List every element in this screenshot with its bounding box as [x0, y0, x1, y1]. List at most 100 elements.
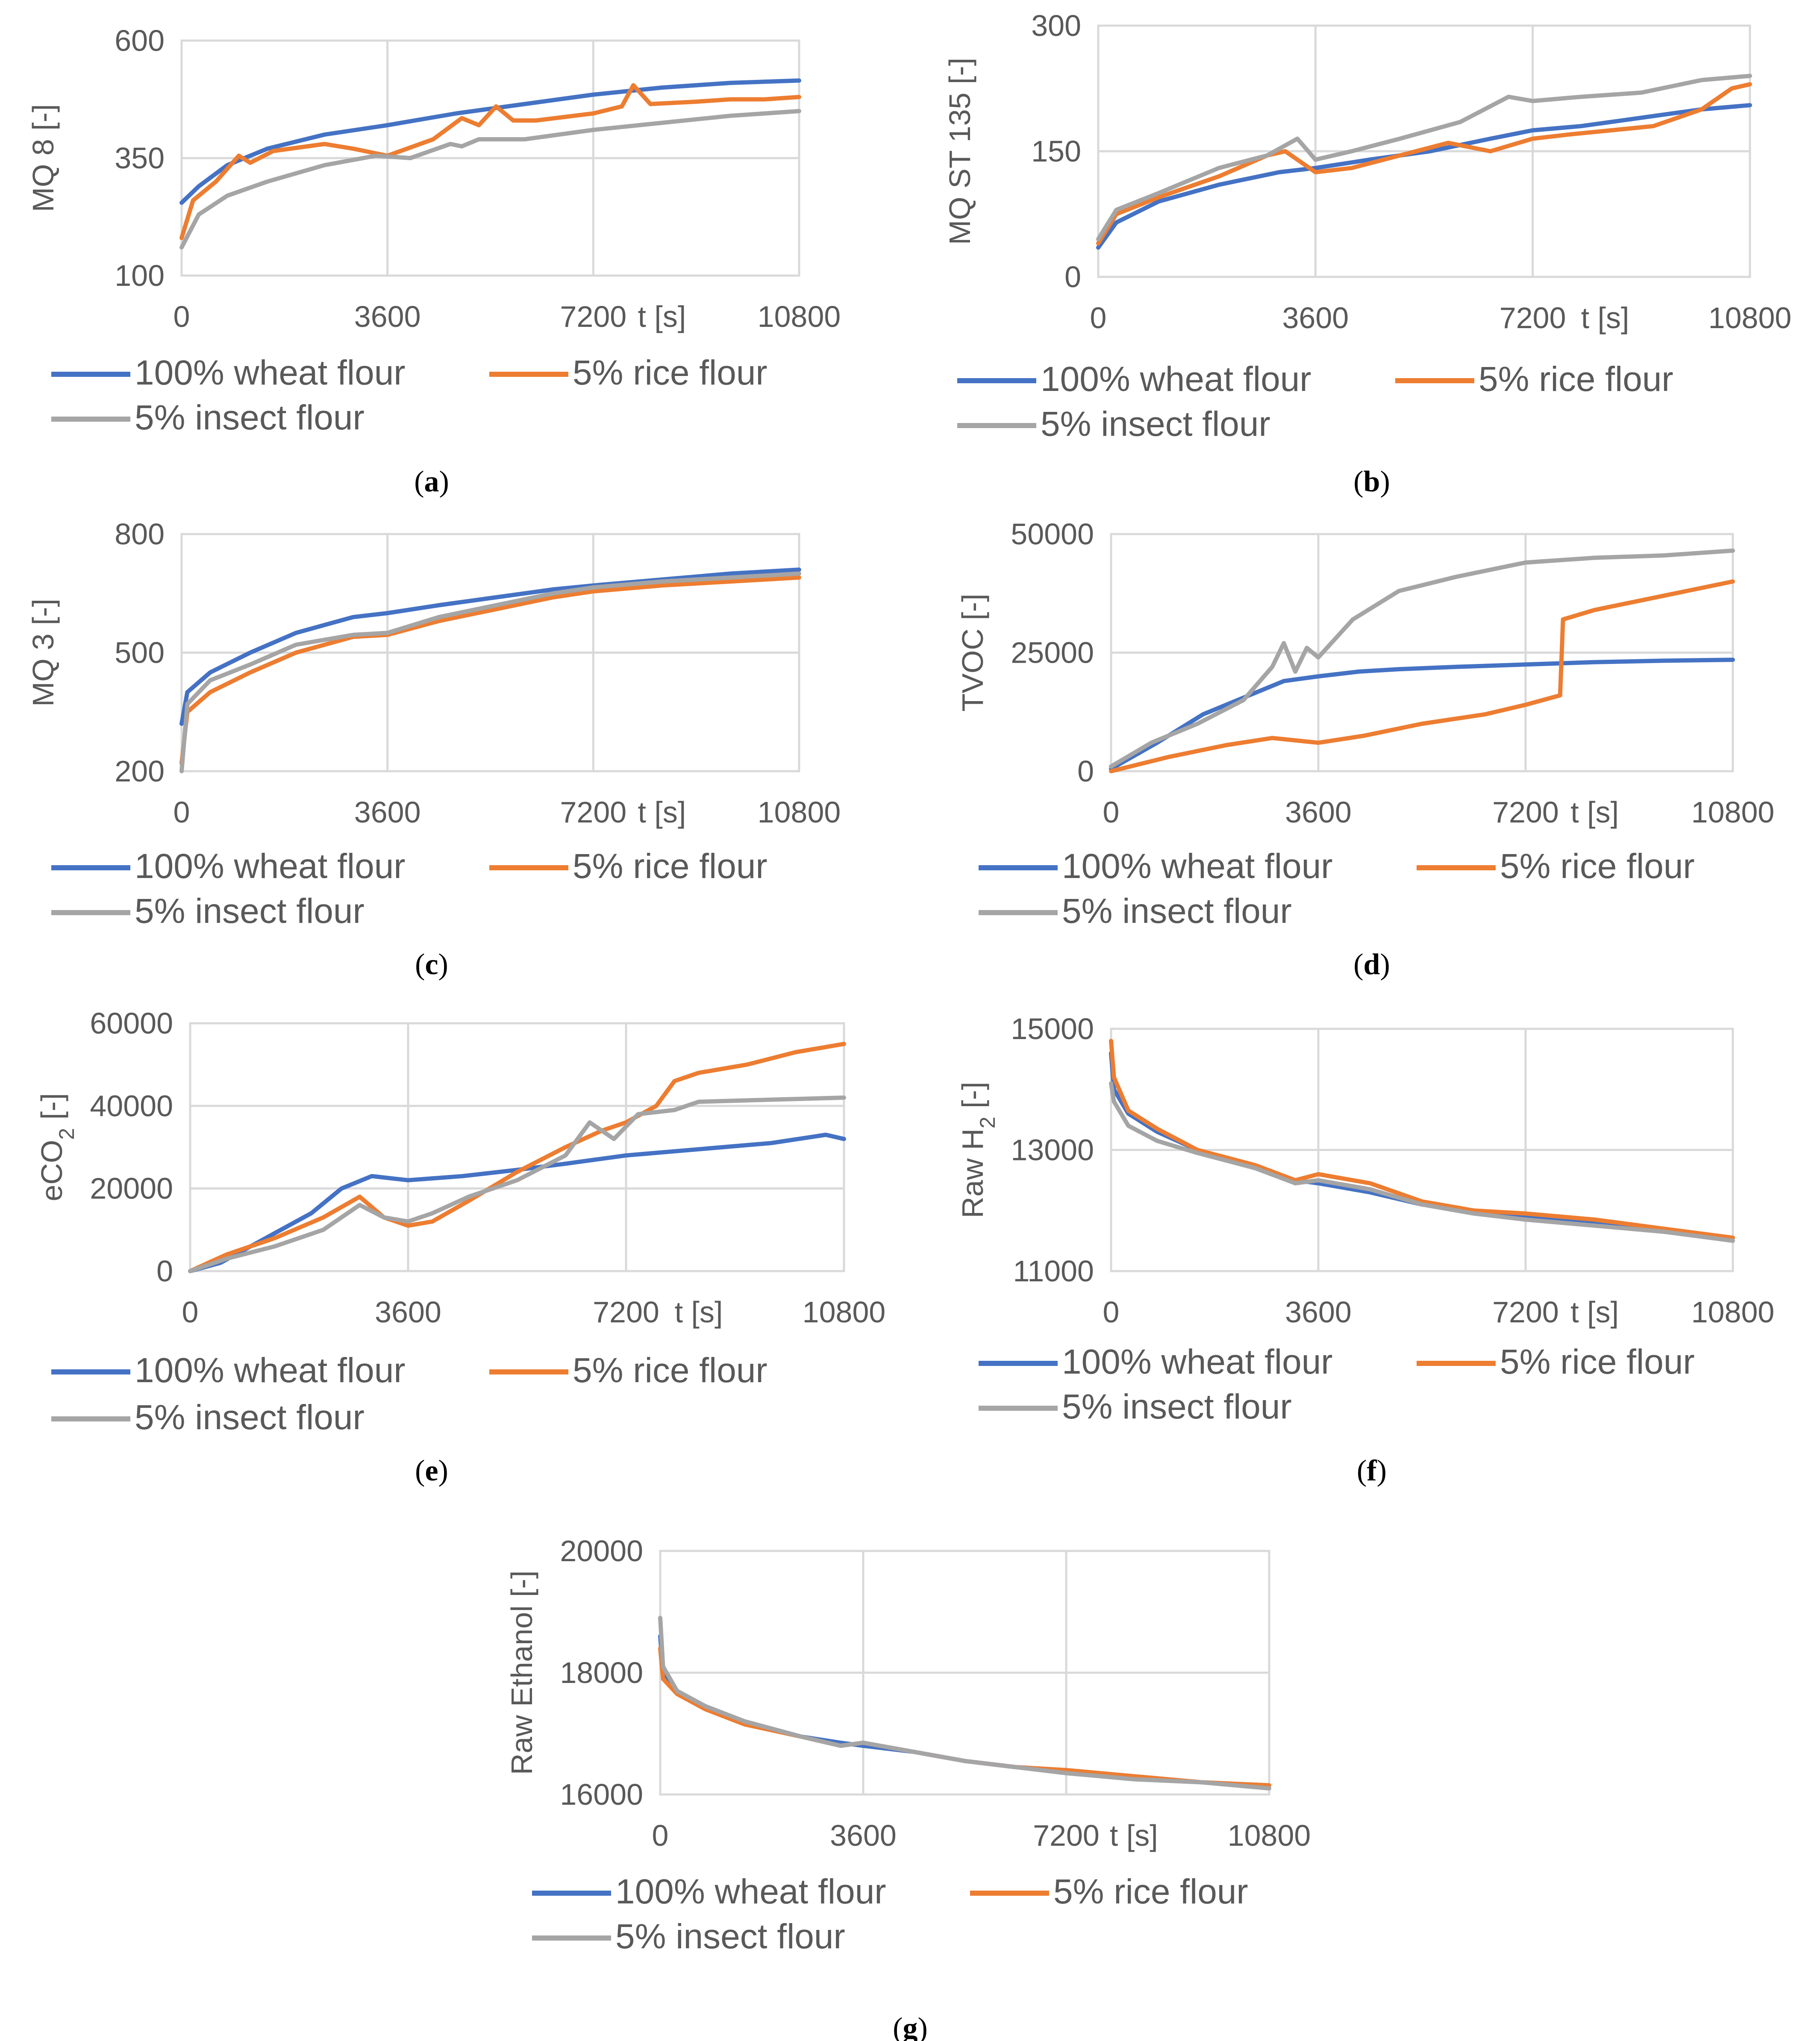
x-tick-label: 0: [173, 796, 190, 829]
panel-caption-g: (g): [893, 2012, 928, 2041]
panel-caption-d: (d): [1353, 948, 1390, 981]
x-axis-label: t [s]: [1570, 1295, 1619, 1329]
x-tick-label: 0: [1090, 301, 1107, 335]
series-line-wheat: [179, 567, 801, 726]
series-line-wheat: [1109, 658, 1735, 771]
series-line-rice: [1109, 1039, 1735, 1240]
chart-panel-e: 0 3600 7200 10800 0 20000 40000 60000 t [s] eCO2 …: [35, 1007, 885, 1487]
legend-label-insect: 5% insect flour: [1062, 1387, 1292, 1426]
panel-caption-c: (c): [415, 948, 448, 981]
chart-panel-a: 0 3600 7200 10800 100 350 600 t [s] MQ 8 [-] 100%…: [26, 24, 841, 498]
legend-label-rice: 5% rice flour: [573, 847, 767, 886]
x-axis-label: t [s]: [638, 796, 686, 829]
x-tick-label: 7200: [1033, 1819, 1100, 1852]
legend-label-wheat: 100% wheat flour: [615, 1872, 886, 1911]
x-tick-label: 3600: [1285, 1295, 1352, 1329]
chart-panel-d: 0 3600 7200 10800 0 25000 50000 t [s] TVOC [-] 10…: [956, 517, 1774, 981]
y-tick-label: 0: [1077, 755, 1094, 788]
x-tick-label: 10800: [1691, 1295, 1775, 1329]
x-tick-label: 10800: [1708, 301, 1792, 335]
legend-label-rice: 5% rice flour: [1479, 360, 1673, 399]
y-tick-label: 18000: [560, 1656, 643, 1689]
series-line-rice: [179, 575, 801, 766]
x-tick-label: 0: [173, 300, 190, 333]
y-axis-label: MQ 3 [-]: [26, 599, 60, 707]
y-tick-label: 11000: [1013, 1254, 1094, 1288]
legend-label-wheat: 100% wheat flour: [135, 847, 406, 886]
x-tick-label: 3600: [830, 1819, 897, 1852]
x-tick-label: 10800: [1691, 796, 1775, 829]
series-line-insect: [1096, 73, 1752, 241]
y-tick-label: 15000: [1011, 1012, 1094, 1045]
legend-label-wheat: 100% wheat flour: [135, 1351, 406, 1390]
series-line-insect: [188, 1095, 846, 1273]
y-tick-label: 300: [1031, 9, 1081, 42]
y-axis-label: Raw Ethanol [-]: [505, 1571, 538, 1775]
series-line-rice: [1109, 579, 1735, 773]
x-tick-label: 7200: [1492, 1295, 1559, 1329]
x-tick-label: 3600: [1282, 301, 1349, 335]
series-line-insect: [179, 571, 801, 773]
x-axis-label: t [s]: [638, 300, 686, 333]
y-tick-label: 40000: [90, 1089, 173, 1122]
series-line-insect: [1109, 1081, 1735, 1243]
series-line-rice: [179, 83, 801, 240]
legend-label-insect: 5% insect flour: [135, 1398, 365, 1437]
x-tick-label: 3600: [354, 300, 421, 333]
x-tick-label: 0: [182, 1295, 199, 1329]
y-tick-label: 200: [115, 755, 165, 788]
y-axis-label: MQ 8 [-]: [26, 104, 60, 212]
x-tick-label: 10800: [758, 796, 841, 829]
chart-panel-f: 0 3600 7200 10800 11000 13000 15000 t [s] Raw H2…: [956, 1012, 1774, 1487]
x-tick-label: 7200: [560, 796, 626, 829]
x-tick-label: 0: [1103, 796, 1120, 829]
x-tick-label: 7200: [560, 300, 626, 333]
x-axis-label: t [s]: [1110, 1819, 1158, 1852]
y-tick-label: 0: [156, 1254, 173, 1288]
chart-panel-g: 0 3600 7200 10800 16000 18000 20000 t [s] Raw Et…: [505, 1534, 1311, 2041]
y-axis-label: eCO2 [-]: [35, 1093, 79, 1201]
x-tick-label: 10800: [803, 1295, 886, 1329]
legend-label-wheat: 100% wheat flour: [135, 353, 406, 392]
legend-label-wheat: 100% wheat flour: [1062, 847, 1333, 886]
x-tick-label: 3600: [1285, 796, 1352, 829]
panel-caption-b: (b): [1353, 465, 1390, 498]
y-tick-label: 0: [1064, 260, 1081, 294]
y-tick-label: 50000: [1011, 517, 1094, 551]
x-tick-label: 10800: [1228, 1819, 1311, 1852]
legend-label-insect: 5% insect flour: [1062, 892, 1292, 931]
series-line-insect: [1109, 548, 1735, 769]
x-tick-label: 0: [1103, 1295, 1120, 1329]
legend-label-insect: 5% insect flour: [1041, 405, 1270, 443]
legend-label-insect: 5% insect flour: [135, 892, 365, 931]
legend-label-rice: 5% rice flour: [573, 1351, 767, 1390]
series-line-rice: [658, 1646, 1271, 1788]
x-tick-label: 7200: [1500, 301, 1566, 335]
series-line-wheat: [1109, 1051, 1735, 1240]
chart-panel-b: 0 3600 7200 10800 0 150 300 t [s] MQ ST 135 [-] 1…: [943, 9, 1791, 498]
series-line-rice: [188, 1042, 846, 1273]
y-tick-label: 500: [115, 636, 165, 670]
legend-label-wheat: 100% wheat flour: [1041, 360, 1311, 399]
series-line-wheat: [188, 1133, 846, 1273]
panel-caption-f: (f): [1357, 1454, 1387, 1487]
series-line-insect: [658, 1615, 1271, 1791]
x-tick-label: 3600: [354, 796, 421, 829]
chart-panel-c: 0 3600 7200 10800 200 500 800 t [s] MQ 3 [-] 100%…: [26, 517, 841, 981]
plot-frame: [189, 1022, 845, 1272]
legend-label-wheat: 100% wheat flour: [1062, 1342, 1333, 1381]
x-axis-label: t [s]: [1581, 301, 1629, 335]
series-line-rice: [1096, 82, 1752, 246]
y-tick-label: 13000: [1011, 1134, 1094, 1167]
y-tick-label: 100: [115, 259, 165, 292]
y-tick-label: 16000: [560, 1778, 643, 1811]
legend-label-insect: 5% insect flour: [615, 1917, 845, 1956]
legend-label-rice: 5% rice flour: [1500, 847, 1695, 886]
y-tick-label: 25000: [1011, 636, 1094, 670]
series-line-insect: [179, 109, 801, 250]
legend-label-rice: 5% rice flour: [1500, 1342, 1695, 1381]
x-tick-label: 10800: [758, 300, 841, 333]
y-tick-label: 20000: [90, 1172, 173, 1205]
y-axis-label: TVOC [-]: [956, 593, 989, 711]
